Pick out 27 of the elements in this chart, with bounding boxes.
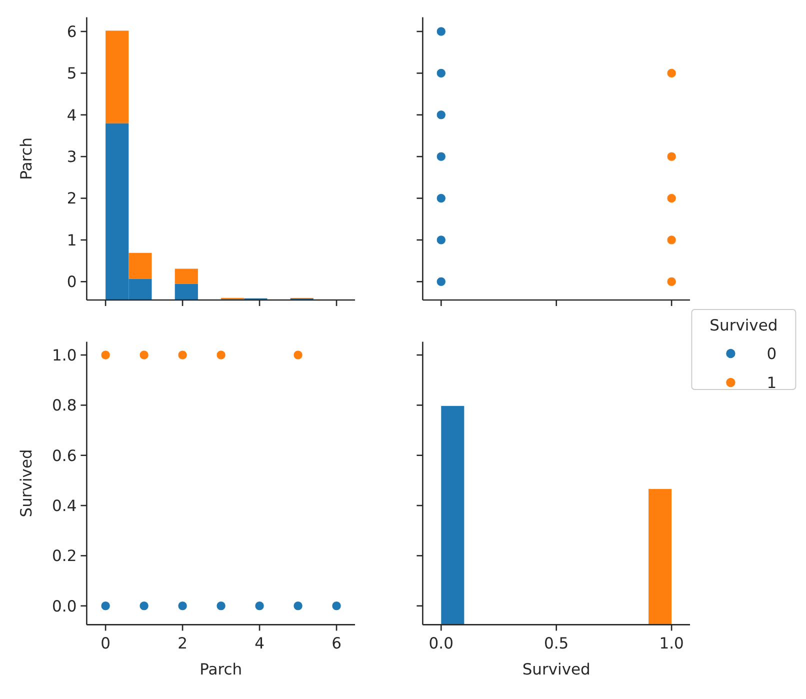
y-axis-title: Parch	[18, 137, 36, 180]
y-tick-label: 0.4	[52, 496, 77, 515]
legend-label: 1	[766, 374, 777, 392]
legend-label: 0	[766, 344, 777, 363]
x-tick-label: 4	[254, 634, 264, 653]
x-tick-label: 2	[178, 634, 188, 653]
x-tick-label: 0.5	[544, 634, 569, 653]
y-tick-label: 0.6	[52, 446, 77, 465]
y-tick-label: 0	[66, 273, 77, 292]
x-tick-label: 6	[332, 634, 342, 653]
y-tick-label: 0.8	[52, 396, 77, 415]
y-axis-title: Survived	[18, 449, 36, 518]
y-tick-label: 2	[66, 190, 77, 208]
x-tick-label: 0.0	[428, 634, 454, 653]
y-tick-label: 1.0	[52, 346, 77, 364]
y-tick-label: 0.0	[52, 597, 77, 616]
legend-title: Survived	[710, 316, 778, 334]
x-axis-title: Survived	[522, 660, 590, 679]
x-axis-title: Parch	[200, 660, 242, 679]
y-tick-label: 6	[66, 22, 77, 41]
y-tick-label: 1	[66, 231, 77, 250]
y-tick-label: 3	[66, 148, 77, 166]
x-tick-label: 1.0	[659, 634, 684, 653]
x-tick-label: 0	[100, 634, 110, 653]
y-tick-label: 5	[66, 64, 77, 83]
y-tick-label: 0.2	[52, 547, 77, 566]
y-tick-label: 4	[66, 106, 77, 124]
